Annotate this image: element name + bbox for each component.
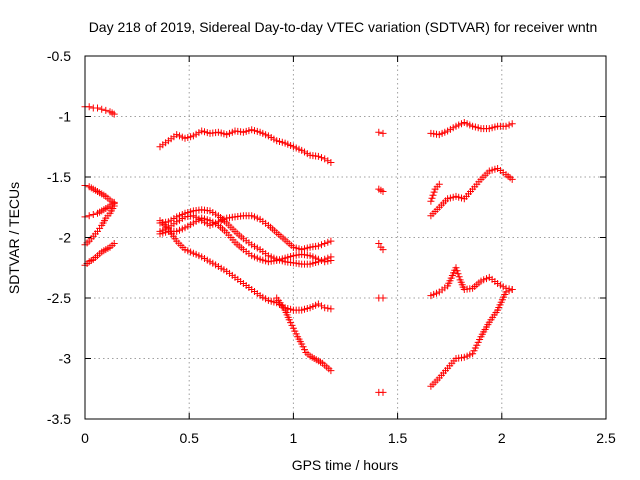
data-point [327,159,335,166]
data-point [85,103,93,111]
data-point-interp [288,321,296,329]
data-point-interp [454,270,462,278]
data-point [379,294,387,302]
data-point [379,129,387,137]
data-point [98,105,106,113]
data-point-interp [505,121,513,129]
data-point [110,240,118,247]
data-point [435,180,443,188]
data-point [379,388,387,396]
x-tick-label: 0 [81,430,89,446]
data-point [321,240,329,247]
x-tick-label: 1 [290,430,298,446]
axis-ticks [84,55,607,420]
data-point [508,120,516,128]
plot-frame [84,55,607,420]
data-point [89,211,97,218]
y-tick-label: -0.5 [47,48,71,64]
grid-lines [85,56,606,419]
y-tick-label: -2 [59,230,72,246]
data-point [327,257,335,264]
data-point-interp [318,257,325,264]
data-point [94,104,101,112]
data-point-interp [429,191,437,199]
x-tick-label: 0.5 [179,430,199,446]
tick-labels: 0 0.5 1 1.5 2 2.5 -3.5 -3 -2.5 -2 -1.5 -1 -0.5 [47,48,616,446]
data-point-interp [474,338,482,346]
data-point-interp [453,267,461,275]
data-point [102,106,110,114]
x-tick-label: 2 [498,430,506,446]
data-point-interp [505,287,513,295]
data-point-interp [428,194,436,202]
data-point-interp [318,302,325,310]
data-point [452,264,460,272]
data-point [508,175,516,183]
data-point-interp [324,238,332,246]
data-point [314,242,322,250]
data-point [110,202,118,210]
data-point [110,110,118,118]
data-point [379,246,387,254]
data-point-interp [324,257,332,265]
data-point-interp [324,157,332,165]
data-point [321,155,329,163]
data-point [375,240,383,247]
data-point [427,197,435,205]
data-point-interp [430,188,438,196]
data-point [314,255,322,263]
data-point [502,122,510,130]
chart-title: Day 218 of 2019, Sidereal Day-to-day VTE… [89,19,598,35]
data-point-interp [318,241,325,249]
y-tick-label: -1 [59,109,72,125]
data-point [375,128,383,136]
y-tick-label: -1.5 [47,169,71,185]
data-point [508,286,516,293]
y-tick-label: -3.5 [47,411,71,427]
y-tick-label: -3 [59,351,72,367]
data-point [321,304,329,312]
data-point [314,152,322,160]
y-tick-label: -2.5 [47,290,71,306]
x-tick-label: 1.5 [388,430,408,446]
data-point [321,258,329,266]
data-point [327,305,335,313]
data-point [85,212,93,220]
data-point [379,188,387,195]
data-point-interp [301,346,308,354]
data-points [81,103,516,396]
y-axis-label: SDTVAR / TECUs [6,182,22,294]
data-point [327,367,335,375]
x-tick-label: 2.5 [596,430,616,446]
data-point [327,237,335,245]
data-point-interp [455,273,463,281]
data-point-interp [324,304,332,312]
x-axis-label: GPS time / hours [292,457,399,473]
data-point [502,288,510,296]
data-point-interp [318,154,325,162]
data-point [469,350,477,358]
